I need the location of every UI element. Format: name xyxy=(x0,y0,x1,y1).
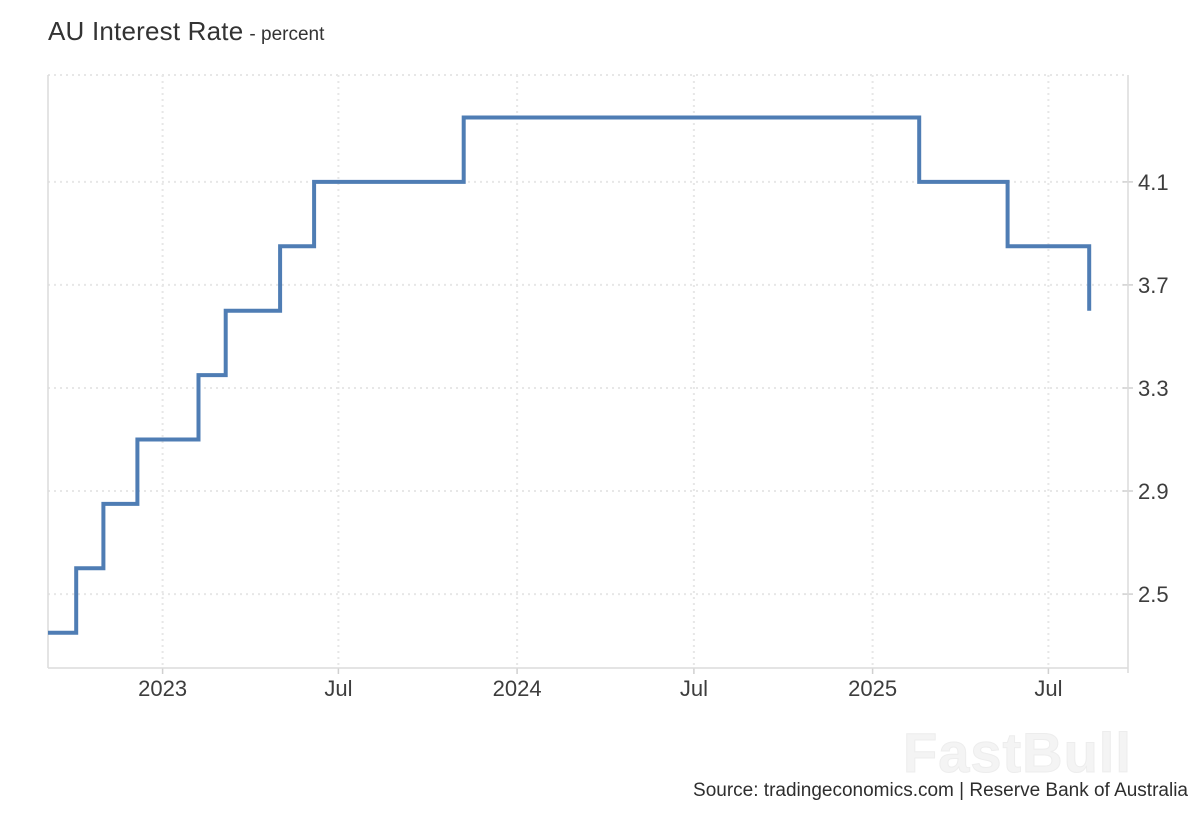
source-attribution: Source: tradingeconomics.com | Reserve B… xyxy=(693,780,1188,801)
y-tick-label: 4.1 xyxy=(1138,170,1169,195)
y-tick-label: 3.3 xyxy=(1138,376,1169,401)
chart-subtitle: - percent xyxy=(249,24,325,45)
rate-step-line xyxy=(48,115,1092,635)
x-tick-label: 2023 xyxy=(138,676,187,701)
y-tick-label: 2.9 xyxy=(1138,479,1169,504)
y-tick-label: 2.5 xyxy=(1138,582,1169,607)
x-tick-label: 2024 xyxy=(493,676,542,701)
fastbull-watermark: FastBull xyxy=(903,721,1132,785)
x-tick-label: 2025 xyxy=(848,676,897,701)
chart-header: AU Interest Rate - percent xyxy=(48,16,324,47)
chart-title: AU Interest Rate xyxy=(48,16,244,46)
x-tick-label: Jul xyxy=(324,676,352,701)
x-tick-label: Jul xyxy=(680,676,708,701)
x-tick-label: Jul xyxy=(1034,676,1062,701)
y-tick-label: 3.7 xyxy=(1138,273,1169,298)
